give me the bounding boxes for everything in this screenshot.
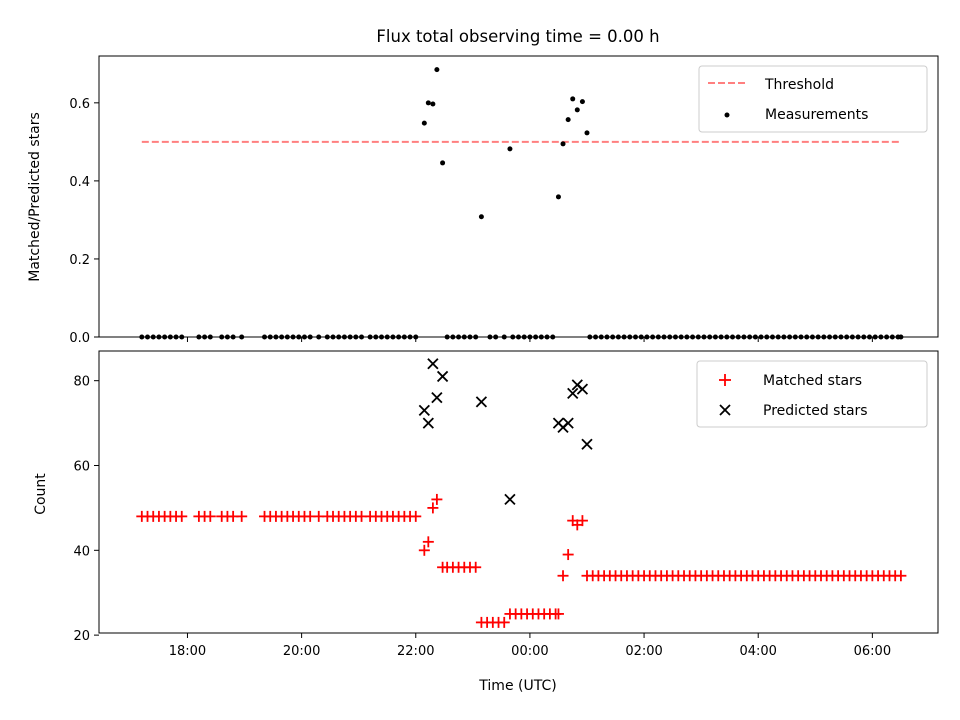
matched-legend-swatch xyxy=(719,374,731,386)
matched-star-point xyxy=(204,510,216,522)
measurement-point xyxy=(421,120,427,126)
matched-star-point xyxy=(422,536,434,548)
ratio-y-axis-label: Matched/Predicted stars xyxy=(27,112,43,282)
predicted-legend-swatch xyxy=(719,404,731,416)
ratio-legend-box xyxy=(698,65,928,133)
measurement-point xyxy=(430,101,436,107)
figure-title: Flux total observing time = 0.00 h xyxy=(376,27,659,46)
counts-y-tick-label: 40 xyxy=(73,544,90,559)
matched-star-point xyxy=(427,502,439,514)
predicted-star-point xyxy=(418,404,430,417)
counts-x-tick-label: 22:00 xyxy=(397,644,434,659)
matched-star-point xyxy=(498,616,510,628)
counts-x-tick-label: 06:00 xyxy=(854,644,891,659)
matched-star-point xyxy=(176,510,188,522)
measurement-point xyxy=(425,100,431,106)
measurements-legend-swatch xyxy=(724,112,730,118)
counts-legend-box xyxy=(696,360,928,428)
predicted-star-point xyxy=(427,358,439,370)
measurement-point xyxy=(478,214,484,220)
counts-x-tick-label: 04:00 xyxy=(739,644,776,659)
measurements-legend-label: Measurements xyxy=(765,107,868,123)
measurement-point xyxy=(434,67,440,73)
predicted-star-point xyxy=(562,417,574,429)
measurement-point xyxy=(560,141,566,147)
matched-star-point xyxy=(895,570,907,582)
threshold-legend-label: Threshold xyxy=(764,77,834,93)
ratio-plot-frame xyxy=(98,55,939,338)
matched-legend-label: Matched stars xyxy=(763,373,862,389)
counts-axes-layer: 20 40 60 80 18:00 20:00 22:00 00:00 02:00 04:00 06… xyxy=(73,375,891,659)
measurement-point xyxy=(507,146,513,152)
predicted-star-point xyxy=(436,370,449,383)
matched-star-point xyxy=(418,544,430,556)
ratio-y-tick-label: 0.6 xyxy=(69,97,90,112)
matched-star-point xyxy=(431,493,443,505)
ratio-points-layer xyxy=(139,67,904,340)
measurement-point xyxy=(574,107,580,113)
predicted-star-point xyxy=(475,396,488,408)
matched-star-point xyxy=(470,561,482,573)
counts-y-tick-label: 20 xyxy=(73,629,90,644)
counts-plot-frame xyxy=(98,350,939,634)
predicted-legend-label: Predicted stars xyxy=(763,403,868,419)
matched-star-point xyxy=(576,515,588,527)
counts-matched-layer xyxy=(136,493,907,628)
counts-legend: Matched stars Predicted stars xyxy=(696,360,928,428)
matched-star-point xyxy=(562,549,574,561)
counts-panel: 20 40 60 80 18:00 20:00 22:00 00:00 02:00 04:00 06… xyxy=(33,350,939,694)
counts-y-axis-label: Count xyxy=(33,473,49,515)
measurement-point xyxy=(440,160,446,166)
counts-y-tick-label: 60 xyxy=(73,459,90,474)
counts-x-tick-label: 20:00 xyxy=(283,644,320,659)
ratio-y-tick-label: 0.2 xyxy=(69,253,90,268)
measurement-point xyxy=(570,96,576,102)
measurement-point xyxy=(579,99,585,105)
matched-star-point xyxy=(410,510,422,522)
x-axis-label: Time (UTC) xyxy=(478,678,556,694)
ratio-y-tick-label: 0.0 xyxy=(69,331,90,346)
predicted-star-point xyxy=(431,392,443,404)
ratio-y-tick-label: 0.4 xyxy=(69,175,90,190)
matched-star-point xyxy=(557,570,569,582)
matched-star-point xyxy=(236,510,248,522)
predicted-star-point xyxy=(567,387,579,400)
ratio-axes-layer: 0.0 0.2 0.4 0.6 xyxy=(69,97,873,346)
matched-star-point xyxy=(552,608,564,620)
counts-x-tick-label: 00:00 xyxy=(511,644,548,659)
predicted-star-point xyxy=(581,438,593,450)
predicted-star-point xyxy=(576,383,589,395)
counts-y-tick-label: 80 xyxy=(73,375,90,390)
measurement-point xyxy=(565,117,571,123)
counts-predicted-layer xyxy=(418,358,593,506)
ratio-legend: Threshold Measurements xyxy=(698,65,928,133)
predicted-star-point xyxy=(504,493,516,506)
counts-x-tick-label: 18:00 xyxy=(169,644,206,659)
predicted-star-point xyxy=(422,417,434,429)
counts-x-tick-label: 02:00 xyxy=(625,644,662,659)
ratio-panel: 0.0 0.2 0.4 0.6 Matched/Predicted stars Thr… xyxy=(27,55,939,346)
measurement-point xyxy=(555,194,561,200)
measurement-point xyxy=(584,130,590,136)
